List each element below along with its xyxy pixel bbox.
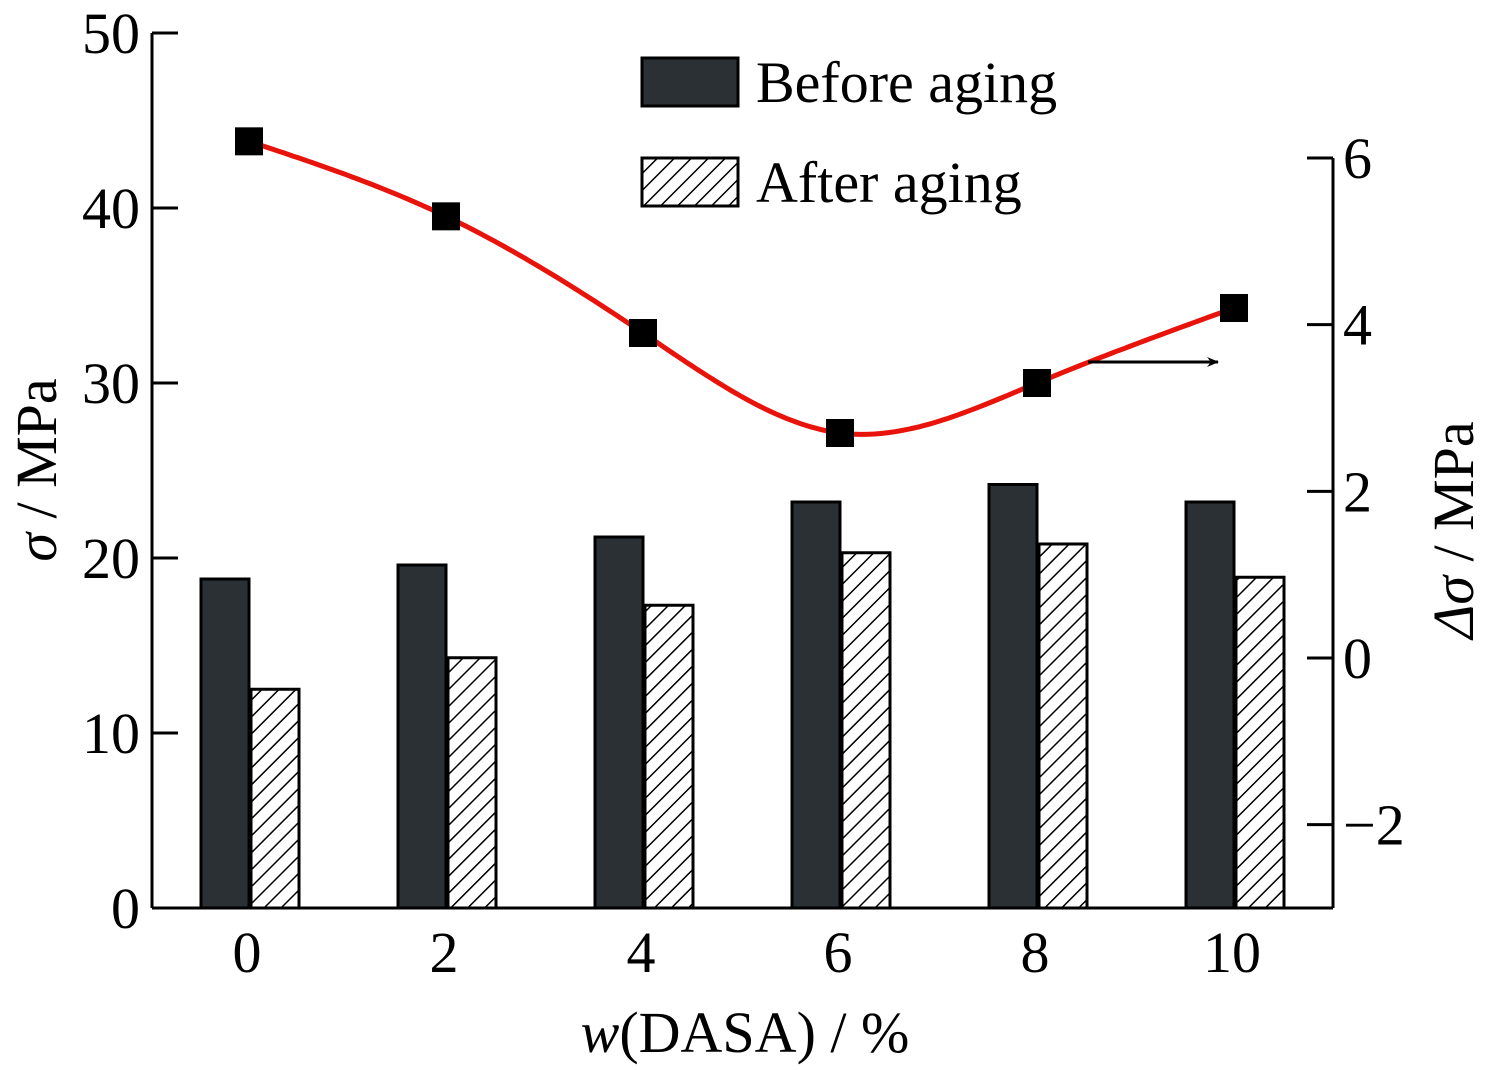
x-tick-label: 10	[1203, 920, 1261, 985]
right-tick-label: 0	[1343, 626, 1372, 691]
delta-marker	[1023, 369, 1051, 397]
bar-before-aging	[396, 563, 448, 910]
bar-before-aging	[199, 577, 251, 910]
delta-series	[235, 127, 1248, 447]
legend-swatch-after	[640, 156, 740, 208]
bar-after-aging	[249, 687, 301, 910]
y-axis-label-right-text: / MPa	[1421, 421, 1486, 576]
x-tick-label: 2	[430, 920, 459, 985]
bar-before-aging	[593, 535, 645, 910]
x-tick-label: 4	[627, 920, 656, 985]
bar-before-aging	[1184, 500, 1236, 910]
delta-curve	[248, 138, 1235, 437]
delta-marker	[235, 127, 263, 156]
legend: Before aging After aging	[640, 50, 1057, 215]
delta-marker	[629, 319, 657, 347]
left-tick-label: 10	[82, 701, 140, 766]
x-tick-label: 6	[824, 920, 853, 985]
right-tick-label: 4	[1343, 293, 1372, 358]
y-axis-label-left-symbol: σ	[4, 531, 69, 562]
right-tick-label: 6	[1343, 126, 1372, 191]
y-axis-label-left-text: / MPa	[4, 378, 69, 533]
bars	[199, 483, 1286, 910]
bar-after-aging	[1037, 542, 1089, 910]
plot-frame	[150, 33, 1335, 910]
bar-after-aging	[1234, 575, 1286, 910]
bar-before-aging	[790, 500, 842, 910]
left-tick-label: 20	[82, 526, 140, 591]
left-tick-label: 30	[82, 351, 140, 416]
x-tick-label: 8	[1021, 920, 1050, 985]
bar-after-aging	[840, 551, 892, 910]
left-axis-ticks: 0 10 20 30 40 50	[82, 1, 178, 941]
left-tick-label: 40	[82, 176, 140, 241]
x-axis-label-text: (DASA) / %	[619, 1000, 909, 1065]
legend-swatch-before	[640, 56, 740, 108]
left-tick-label: 0	[111, 876, 140, 941]
bar-after-aging	[446, 656, 498, 910]
y-axis-label-left: σ / MPa	[4, 378, 69, 561]
y-axis-label-right-symbol: Δσ	[1421, 574, 1486, 641]
legend-label-before: Before aging	[756, 50, 1057, 115]
right-tick-label: 2	[1343, 459, 1372, 524]
right-tick-label: −2	[1343, 793, 1405, 858]
legend-label-after: After aging	[756, 150, 1022, 215]
delta-marker	[826, 419, 854, 447]
y-axis-label-right: Δσ / MPa	[1421, 421, 1486, 640]
x-axis-label-symbol: w	[581, 1000, 620, 1065]
x-tick-label: 0	[233, 920, 262, 985]
bar-before-aging	[987, 483, 1039, 910]
delta-marker	[432, 202, 460, 231]
right-axis-ticks: −2 0 2 4 6	[1307, 126, 1405, 858]
x-axis-label: w(DASA) / %	[581, 1000, 910, 1065]
left-tick-label: 50	[82, 1, 140, 66]
bar-after-aging	[643, 603, 695, 910]
delta-marker	[1220, 294, 1248, 322]
x-axis-ticks: 0 2 4 6 8 10	[233, 920, 1262, 985]
